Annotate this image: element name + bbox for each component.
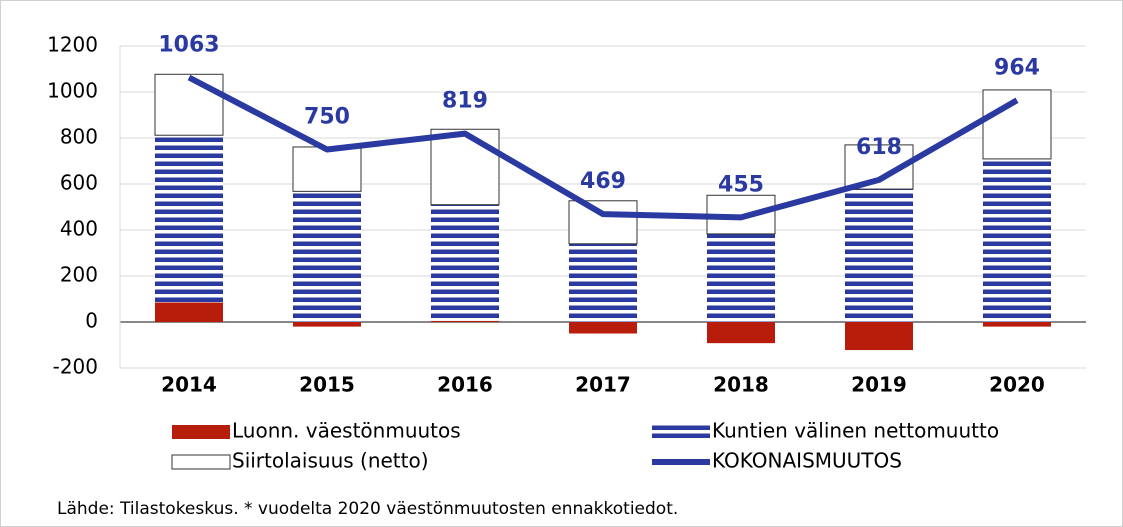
total-line [187,74,1019,221]
bar [707,322,775,344]
legend-swatch [172,425,230,439]
bar [292,146,362,192]
data-label: 964 [994,55,1040,80]
y-tick-label: 200 [60,263,98,287]
legend-label: Luonn. väestönmuutos [232,419,461,443]
y-tick-label: 600 [60,171,98,195]
bar [155,302,223,322]
data-label: 469 [580,169,626,194]
bar [431,320,499,322]
y-tick-label: 1000 [47,79,98,103]
bar [293,322,361,327]
x-tick-label: 2014 [161,373,217,397]
x-tick-label: 2017 [575,373,631,397]
bar [983,158,1051,322]
legend-swatch [171,454,231,470]
x-tick-label: 2020 [989,373,1045,397]
y-tick-label: 400 [60,217,98,241]
bar [430,128,500,206]
data-label: 750 [304,105,350,130]
bar [707,233,775,322]
x-tick-label: 2019 [851,373,907,397]
legend-label: KOKONAISMUUTOS [712,449,902,473]
y-tick-label: 800 [60,125,98,149]
data-label: 618 [856,135,902,160]
data-label: 1063 [158,33,219,58]
bar [155,135,223,303]
bar [569,322,637,334]
bar [845,322,913,351]
data-label: 819 [442,89,488,114]
data-label: 455 [718,172,764,197]
y-tick-label: 1200 [47,33,98,57]
legend-label: Siirtolaisuus (netto) [232,449,429,473]
bar [569,243,637,322]
bar [293,191,361,322]
x-tick-label: 2016 [437,373,493,397]
legend-label: Kuntien välinen nettomuutto [712,419,999,443]
y-tick-label: 0 [85,309,98,333]
x-tick-label: 2015 [299,373,355,397]
bar [431,204,499,321]
legend-swatch [652,425,710,439]
bar [845,189,913,322]
bar [154,73,224,136]
x-tick-label: 2018 [713,373,769,397]
bar [568,200,638,245]
y-tick-label: -200 [53,355,98,379]
bar [983,322,1051,327]
source-note: Lähde: Tilastokeskus. * vuodelta 2020 vä… [57,499,678,519]
